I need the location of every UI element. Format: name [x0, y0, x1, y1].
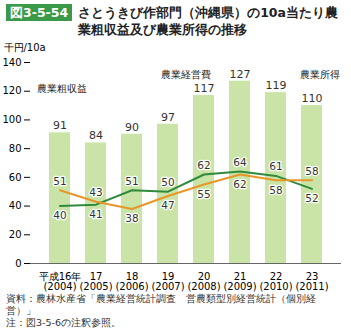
svg-text:19(2007): 19(2007)	[151, 271, 184, 292]
svg-text:110: 110	[302, 92, 323, 105]
svg-text:84: 84	[89, 129, 103, 142]
svg-text:農業所得: 農業所得	[300, 69, 340, 80]
svg-text:60: 60	[9, 172, 22, 183]
svg-text:52: 52	[305, 192, 318, 204]
svg-text:43: 43	[89, 186, 102, 198]
svg-text:80: 80	[9, 143, 22, 154]
svg-text:51: 51	[53, 175, 66, 187]
svg-text:18(2006): 18(2006)	[115, 271, 148, 292]
svg-text:91: 91	[53, 119, 67, 132]
svg-text:61: 61	[269, 160, 282, 172]
svg-text:58: 58	[305, 165, 318, 177]
svg-text:0: 0	[15, 258, 21, 269]
svg-text:97: 97	[161, 111, 175, 124]
svg-text:17(2005): 17(2005)	[79, 271, 112, 292]
svg-text:平成16年(2004): 平成16年(2004)	[39, 271, 82, 292]
svg-text:農業経営費: 農業経営費	[161, 69, 211, 80]
svg-text:41: 41	[89, 208, 102, 220]
svg-text:62: 62	[197, 159, 210, 171]
svg-text:58: 58	[269, 184, 282, 196]
svg-text:50: 50	[161, 176, 174, 188]
svg-text:55: 55	[197, 188, 210, 200]
svg-text:38: 38	[125, 212, 138, 224]
svg-text:20(2008): 20(2008)	[187, 271, 220, 292]
svg-text:21(2009): 21(2009)	[223, 271, 256, 292]
svg-text:51: 51	[125, 175, 138, 187]
svg-text:23(2011): 23(2011)	[295, 271, 328, 292]
svg-text:40: 40	[9, 200, 22, 211]
svg-text:47: 47	[161, 199, 174, 211]
svg-text:140: 140	[2, 57, 21, 68]
html-text:注：図3-5-6の注釈参照。: 注：図3-5-6の注釈参照。	[6, 317, 121, 328]
svg-text:117: 117	[194, 82, 215, 95]
svg-text:62: 62	[233, 178, 246, 190]
svg-text:90: 90	[125, 121, 139, 134]
svg-text:100: 100	[2, 114, 21, 125]
svg-text:農業粗収益: 農業粗収益	[37, 83, 87, 94]
svg-text:120: 120	[2, 85, 21, 96]
html-text:さとうきび作部門（沖縄県）の10a当たり農業粗収益及び農業所: さとうきび作部門（沖縄県）の10a当たり農業粗収益及び農業所得の推移	[78, 5, 338, 37]
html-text:資料：農林水産省「農業経営統計調査 営農類型別経営統計（個別: 資料：農林水産省「農業経営統計調査 営農類型別経営統計（個別経営）」	[6, 293, 316, 316]
svg-text:千円/10a: 千円/10a	[4, 42, 46, 53]
svg-text:127: 127	[230, 68, 251, 81]
svg-text:40: 40	[53, 209, 66, 221]
svg-text:64: 64	[233, 156, 247, 168]
html-text:図3-5-54: 図3-5-54	[10, 5, 69, 20]
svg-text:119: 119	[266, 79, 287, 92]
svg-text:20: 20	[9, 229, 22, 240]
svg-text:22(2010): 22(2010)	[259, 271, 292, 292]
